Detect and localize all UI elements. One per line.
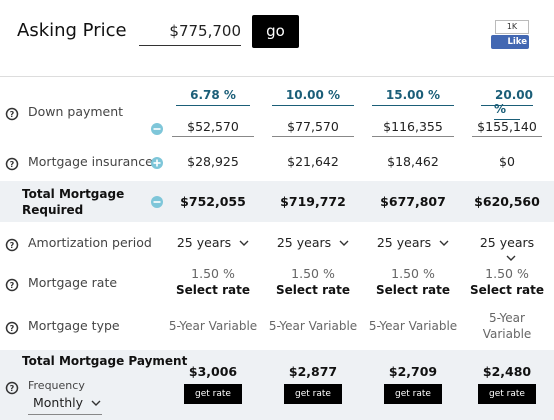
percent-text: 15.00 % [371, 88, 455, 106]
insurance-value: $21,642 [287, 154, 339, 169]
like-button[interactable]: Like [491, 35, 529, 49]
down-payment-percent: 15.00 % [367, 88, 459, 106]
amortization-select[interactable]: 25 years [373, 235, 453, 250]
row-label: Down payment [28, 104, 124, 119]
select-rate-link[interactable]: Select rate [276, 283, 350, 297]
divider [0, 76, 554, 77]
down-payment-input[interactable]: $77,570 [272, 119, 354, 137]
help-icon: ? [5, 320, 19, 335]
total-required-value: $719,772 [280, 194, 346, 209]
amortization-select[interactable]: 25 years [273, 235, 353, 250]
down-payment-percent: 10.00 % [267, 88, 359, 106]
row-label: Mortgage insurance [28, 154, 153, 169]
row-label: Total Mortgage Required [22, 187, 125, 217]
get-rate-button[interactable]: get rate [384, 384, 442, 404]
mortgage-type-value: 5-Year Variable [268, 319, 358, 333]
mortgage-type-value: 5-Year Variable [168, 319, 258, 333]
select-rate-link[interactable]: Select rate [176, 283, 250, 297]
payment-value: $2,877 [288, 364, 338, 379]
chevron [339, 240, 349, 246]
row-label: Mortgage rate [28, 275, 118, 290]
minus-icon-svg [151, 123, 163, 135]
total-payment-band [0, 350, 554, 420]
help-icon: ? [5, 380, 19, 395]
frequency-label: Frequency [28, 379, 85, 392]
payment-value: $2,709 [388, 364, 438, 379]
total-required-value: $620,560 [474, 194, 540, 209]
svg-text:?: ? [10, 110, 15, 119]
help-icon-svg: ? [5, 381, 19, 395]
get-rate-button[interactable]: get rate [478, 384, 536, 404]
frequency-select[interactable]: Monthly [28, 395, 102, 415]
help-icon-svg: ? [5, 107, 19, 121]
svg-text:?: ? [10, 241, 15, 250]
down-payment-percent: 20.00 % [467, 88, 547, 120]
asking-price-input[interactable]: $775,700 [139, 22, 241, 46]
minus-icon [150, 194, 164, 208]
chevron [506, 255, 516, 261]
row-label: Amortization period [28, 235, 152, 250]
payment-value: $3,006 [188, 364, 238, 379]
down-payment-input[interactable]: $155,140 [472, 119, 542, 137]
help-icon: ? [5, 237, 19, 252]
svg-text:?: ? [10, 281, 15, 290]
rate-value: 1.50 % [191, 266, 235, 281]
total-required-value: $677,807 [380, 194, 446, 209]
mortgage-type-value: 5-Year Variable [482, 311, 532, 341]
insurance-value: $0 [499, 154, 515, 169]
amortization-value: 25 years [176, 235, 232, 250]
get-rate-button[interactable]: get rate [184, 384, 242, 404]
svg-text:?: ? [10, 324, 15, 333]
select-rate-link[interactable]: Select rate [470, 283, 544, 297]
payment-label: Total Mortgage Payment [22, 354, 188, 368]
plus-icon [150, 155, 164, 169]
plus-icon-svg [151, 157, 163, 169]
help-icon: ? [5, 156, 19, 171]
like-count: 1K [495, 20, 529, 34]
svg-text:?: ? [10, 384, 15, 393]
asking-price-label: Asking Price [17, 20, 127, 41]
insurance-value: $18,462 [387, 154, 439, 169]
chevron [239, 240, 249, 246]
go-button[interactable]: go [252, 15, 299, 48]
mortgage-type-value: 5-Year Variable [368, 319, 458, 333]
percent-text: 20.00 % [481, 88, 533, 120]
down-payment-percent: 6.78 % [167, 88, 259, 106]
amortization-value: 25 years [276, 235, 332, 250]
get-rate-button[interactable]: get rate [284, 384, 342, 404]
rate-value: 1.50 % [485, 266, 529, 281]
percent-text: 10.00 % [271, 88, 355, 106]
row-label: Mortgage type [28, 318, 120, 333]
svg-text:?: ? [10, 160, 15, 169]
rate-value: 1.50 % [291, 266, 335, 281]
down-payment-input[interactable]: $116,355 [372, 119, 454, 137]
help-icon-svg: ? [5, 321, 19, 335]
amortization-select[interactable]: 25 years [173, 235, 253, 250]
help-icon-svg: ? [5, 278, 19, 292]
help-icon-svg: ? [5, 157, 19, 171]
minus-icon [150, 121, 164, 135]
percent-text: 6.78 % [176, 88, 250, 106]
minus-icon-svg [151, 196, 163, 208]
help-icon: ? [5, 106, 19, 121]
amortization-value: 25 years [479, 235, 535, 250]
help-icon: ? [5, 277, 19, 292]
select-rate-link[interactable]: Select rate [376, 283, 450, 297]
chevron [91, 400, 101, 406]
total-required-value: $752,055 [180, 194, 246, 209]
amortization-value: 25 years [376, 235, 432, 250]
payment-value: $2,480 [482, 364, 532, 379]
chevron [439, 240, 449, 246]
help-icon-svg: ? [5, 238, 19, 252]
down-payment-input[interactable]: $52,570 [172, 119, 254, 137]
rate-value: 1.50 % [391, 266, 435, 281]
frequency-value: Monthly [33, 395, 84, 410]
insurance-value: $28,925 [187, 154, 239, 169]
total-required-band [0, 181, 554, 222]
amortization-select[interactable]: 25 years [473, 235, 541, 265]
